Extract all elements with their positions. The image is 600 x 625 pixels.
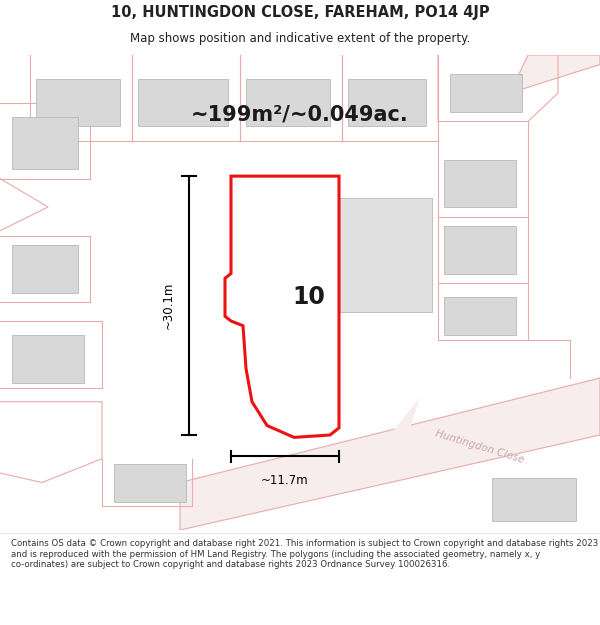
Polygon shape <box>276 397 420 473</box>
Bar <box>36 79 120 126</box>
Bar <box>450 74 522 112</box>
Text: ~199m²/~0.049ac.: ~199m²/~0.049ac. <box>191 104 409 124</box>
Bar <box>12 245 78 292</box>
Text: 10: 10 <box>293 285 325 309</box>
Bar <box>324 198 432 311</box>
Bar <box>492 478 576 521</box>
Bar <box>12 335 84 382</box>
Bar <box>114 464 186 501</box>
Polygon shape <box>510 55 600 93</box>
Bar <box>12 117 78 169</box>
Bar <box>444 159 516 207</box>
Polygon shape <box>225 176 339 438</box>
Text: Contains OS data © Crown copyright and database right 2021. This information is : Contains OS data © Crown copyright and d… <box>11 539 598 569</box>
Text: ~30.1m: ~30.1m <box>161 282 175 329</box>
Text: 10, HUNTINGDON CLOSE, FAREHAM, PO14 4JP: 10, HUNTINGDON CLOSE, FAREHAM, PO14 4JP <box>110 4 490 19</box>
Text: ~11.7m: ~11.7m <box>261 474 309 487</box>
Bar <box>246 79 330 126</box>
Text: Huntingdon Close: Huntingdon Close <box>434 429 526 465</box>
Bar <box>138 79 228 126</box>
Bar <box>444 226 516 274</box>
Bar <box>348 79 426 126</box>
Polygon shape <box>180 378 600 530</box>
Text: Map shows position and indicative extent of the property.: Map shows position and indicative extent… <box>130 32 470 45</box>
Bar <box>444 298 516 335</box>
